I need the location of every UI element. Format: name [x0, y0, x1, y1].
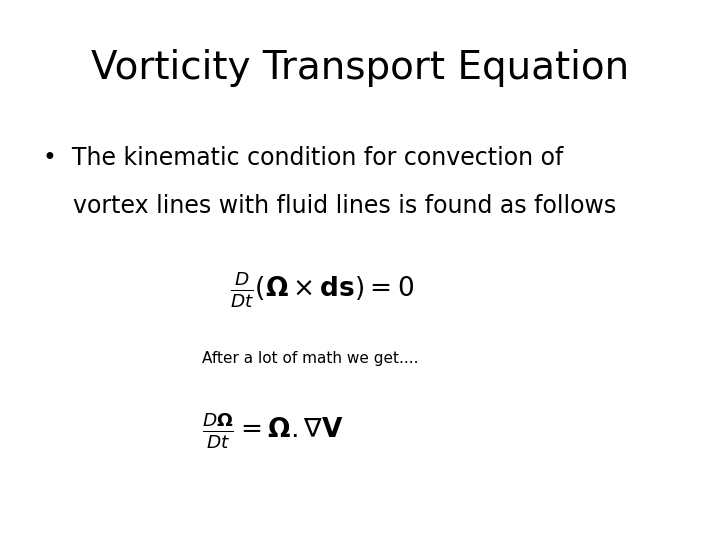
Text: $\frac{D\boldsymbol{\Omega}}{Dt} = \boldsymbol{\Omega}\boldsymbol{.}\nabla\mathb: $\frac{D\boldsymbol{\Omega}}{Dt} = \bold…: [202, 410, 343, 451]
Text: After a lot of math we get....: After a lot of math we get....: [202, 351, 418, 366]
Text: $\frac{D}{Dt}(\boldsymbol{\Omega} \times \mathbf{ds})= 0$: $\frac{D}{Dt}(\boldsymbol{\Omega} \times…: [230, 270, 415, 310]
Text: Vorticity Transport Equation: Vorticity Transport Equation: [91, 49, 629, 86]
Text: •  The kinematic condition for convection of: • The kinematic condition for convection…: [43, 146, 564, 170]
Text: vortex lines with fluid lines is found as follows: vortex lines with fluid lines is found a…: [43, 194, 616, 218]
